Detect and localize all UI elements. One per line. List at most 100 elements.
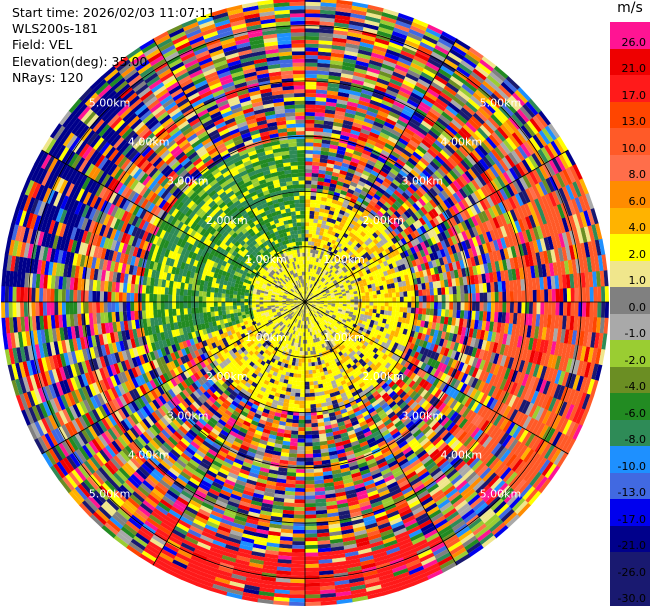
velocity-gate (315, 274, 319, 279)
velocity-gate (305, 28, 320, 33)
velocity-gate (332, 121, 344, 128)
velocity-gate (305, 43, 319, 48)
velocity-gate (411, 59, 426, 69)
velocity-gate (322, 131, 332, 137)
velocity-gate (377, 156, 387, 164)
velocity-gate (313, 277, 316, 282)
velocity-gate (312, 269, 316, 274)
velocity-gate (320, 239, 325, 245)
velocity-gate (372, 290, 377, 295)
velocity-gate (374, 142, 385, 150)
velocity-gate (380, 293, 385, 299)
velocity-gate (351, 207, 359, 214)
velocity-gate (304, 465, 314, 470)
velocity-gate (432, 48, 448, 59)
velocity-gate (331, 129, 342, 135)
velocity-gate (361, 34, 377, 42)
velocity-gate (382, 59, 397, 68)
velocity-gate (601, 302, 606, 318)
velocity-gate (320, 147, 330, 152)
velocity-gate (320, 9, 336, 15)
velocity-gate (411, 21, 428, 32)
velocity-gate (309, 210, 315, 216)
velocity-gate (312, 377, 318, 382)
velocity-gate (296, 377, 301, 382)
velocity-gate (398, 286, 404, 293)
velocity-gate (324, 109, 336, 115)
velocity-gate (297, 434, 305, 439)
velocity-gate (323, 181, 331, 187)
velocity-gate (437, 294, 442, 303)
velocity-gate (305, 62, 318, 67)
velocity-gate (321, 255, 326, 261)
velocity-gate (391, 30, 408, 40)
velocity-gate (311, 176, 319, 182)
velocity-gate (536, 302, 541, 315)
velocity-gate (312, 441, 321, 447)
velocity-gate (324, 116, 335, 122)
velocity-gate (379, 70, 393, 79)
velocity-gate (305, 294, 307, 299)
velocity-gate (325, 221, 331, 227)
velocity-gate (339, 169, 348, 176)
velocity-gate (364, 19, 380, 27)
velocity-gate (332, 236, 338, 242)
velocity-gate (357, 53, 372, 60)
velocity-gate (314, 108, 326, 114)
velocity-gate (308, 233, 313, 238)
velocity-gate (305, 89, 317, 94)
velocity-gate (394, 97, 407, 106)
velocity-gate (296, 457, 305, 462)
velocity-gate (315, 368, 320, 374)
velocity-gate (410, 92, 423, 102)
velocity-gate (387, 45, 402, 54)
velocity-gate (314, 207, 320, 212)
velocity-gate (490, 292, 495, 303)
velocity-gate (335, 153, 345, 159)
velocity-gate (305, 176, 312, 181)
velocity-gate (383, 288, 389, 294)
velocity-gate (354, 170, 363, 178)
velocity-gate (532, 302, 537, 315)
velocity-gate (331, 199, 338, 205)
velocity-gate (312, 438, 320, 443)
velocity-gate (486, 282, 491, 293)
velocity-gate (363, 166, 373, 174)
velocity-gate (444, 286, 450, 295)
velocity-gate (463, 310, 469, 320)
velocity-gate (330, 231, 336, 237)
velocity-gate (420, 38, 437, 49)
velocity-gate (384, 297, 389, 303)
velocity-gate (362, 149, 372, 157)
velocity-gate (342, 123, 353, 130)
velocity-gate (294, 499, 305, 504)
velocity-gate (395, 292, 400, 298)
velocity-gate (377, 298, 381, 303)
velocity-gate (373, 305, 378, 310)
velocity-gate (319, 162, 328, 167)
velocity-gate (373, 302, 378, 306)
velocity-gate (309, 222, 314, 227)
velocity-gate (388, 306, 393, 312)
velocity-gate (305, 119, 315, 124)
velocity-gate (361, 292, 366, 297)
velocity-gate (311, 180, 318, 185)
velocity-gate (505, 280, 510, 292)
velocity-gate (338, 142, 348, 148)
velocity-gate (313, 265, 317, 270)
velocity-gate (318, 267, 323, 272)
velocity-gate (372, 166, 382, 174)
velocity-gate (339, 209, 346, 216)
velocity-gate (320, 150, 329, 156)
velocity-gate (459, 285, 465, 294)
velocity-gate (540, 302, 545, 315)
velocity-gate (305, 191, 311, 196)
velocity-gate (320, 6, 337, 11)
velocity-gate (295, 385, 301, 390)
velocity-gate (324, 224, 330, 230)
velocity-gate (593, 286, 598, 303)
velocity-gate (361, 124, 372, 132)
velocity-gate (453, 294, 457, 303)
velocity-gate (304, 556, 319, 561)
velocity-gate (380, 67, 394, 75)
